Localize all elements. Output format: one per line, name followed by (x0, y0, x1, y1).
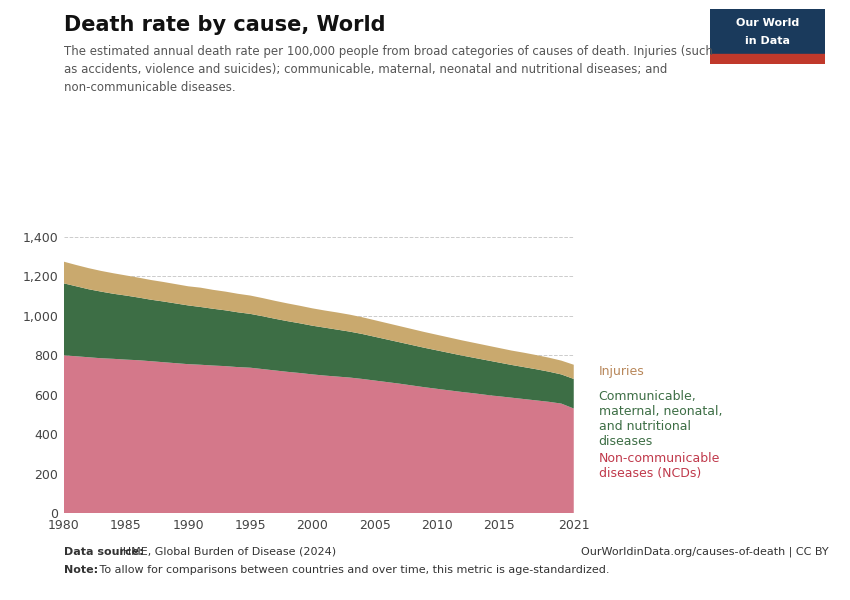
Text: Note:: Note: (64, 565, 98, 575)
Text: in Data: in Data (745, 36, 790, 46)
Text: IHME, Global Burden of Disease (2024): IHME, Global Burden of Disease (2024) (116, 547, 337, 557)
Text: Death rate by cause, World: Death rate by cause, World (64, 15, 385, 35)
Text: Data source:: Data source: (64, 547, 144, 557)
Text: The estimated annual death rate per 100,000 people from broad categories of caus: The estimated annual death rate per 100,… (64, 45, 712, 94)
Text: Communicable,
maternal, neonatal,
and nutritional
diseases: Communicable, maternal, neonatal, and nu… (598, 390, 722, 448)
Text: Injuries: Injuries (598, 365, 644, 379)
Bar (710, 54, 824, 64)
Text: Our World: Our World (735, 18, 799, 28)
Text: To allow for comparisons between countries and over time, this metric is age-sta: To allow for comparisons between countri… (96, 565, 609, 575)
Text: OurWorldinData.org/causes-of-death | CC BY: OurWorldinData.org/causes-of-death | CC … (581, 546, 829, 557)
Text: Non-communicable
diseases (NCDs): Non-communicable diseases (NCDs) (598, 452, 720, 480)
